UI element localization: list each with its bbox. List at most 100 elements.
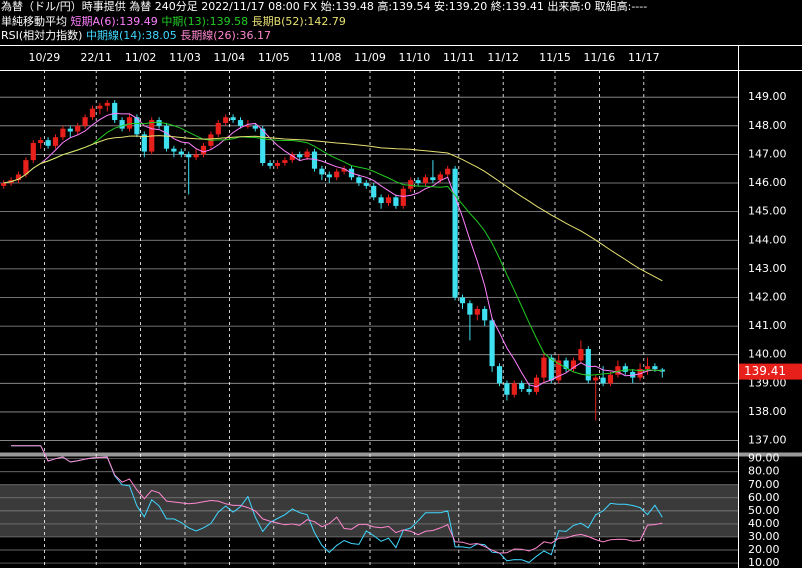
candle-body: [511, 383, 517, 395]
y-tick-label: 147.00: [748, 147, 787, 160]
candle-body: [408, 180, 414, 189]
candle-body: [437, 174, 443, 181]
panel-divider: [0, 452, 802, 457]
candle-body: [548, 357, 554, 381]
x-tick-label: 11/03: [169, 51, 201, 64]
x-tick-label: 11/16: [584, 51, 616, 64]
candle-body: [356, 177, 362, 184]
candle-body: [467, 303, 473, 315]
candle-body: [393, 197, 399, 206]
candle-body: [156, 120, 162, 126]
candle-body: [38, 140, 44, 143]
x-tick-label: 10/29: [29, 51, 61, 64]
candle-body: [134, 117, 140, 135]
y-tick-label: 146.00: [748, 176, 787, 189]
candle-body: [119, 120, 125, 129]
candle-body: [570, 360, 577, 370]
y-tick-label: 141.00: [748, 319, 787, 332]
legend-entry: 長期線(26):36.17: [180, 29, 272, 42]
candle-body: [644, 366, 651, 370]
rsi-line: RSI(相対力指数) 中期線(14):38.05 長期線(26):36.17: [0, 29, 802, 44]
rsi-line: [11, 445, 663, 563]
rsi-title: RSI(相対力指数): [1, 29, 83, 42]
candle-body: [622, 366, 628, 372]
y-tick-label: 10.00: [748, 556, 780, 568]
candle-body: [82, 117, 88, 126]
x-tick-label: 11/12: [487, 51, 519, 64]
candle-body: [112, 102, 118, 121]
quote-line: 為替（ドル/円）時事提供 為替 240分足 2022/11/17 08:00 F…: [1, 0, 648, 13]
candle-body: [237, 120, 244, 126]
legend-entry: 中期線(14):38.05: [85, 29, 177, 42]
x-tick-label: 11/04: [214, 51, 246, 64]
y-tick-label: 30.00: [748, 530, 780, 543]
candle-body: [193, 154, 199, 158]
legend-entry: 長期B(52):142.79: [251, 14, 346, 28]
x-tick-label: 11/11: [443, 51, 475, 64]
candle-body: [489, 320, 495, 367]
candle-body: [89, 108, 96, 118]
x-tick-label: 11/10: [399, 51, 431, 64]
candle-body: [415, 180, 421, 184]
header: 為替（ドル/円）時事提供 為替 240分足 2022/11/17 08:00 F…: [0, 0, 802, 45]
ma-line: [3, 135, 663, 282]
candle-body: [600, 377, 606, 384]
candle-body: [482, 308, 488, 321]
y-tick-label: 60.00: [748, 491, 780, 504]
y-tick-label: 145.00: [748, 205, 787, 218]
candle-body: [267, 162, 273, 166]
candle-body: [52, 137, 59, 146]
candle-body: [245, 125, 251, 127]
candle-body: [556, 360, 562, 381]
ma-line: [3, 121, 663, 376]
candle-body: [319, 168, 325, 175]
y-tick-label: 90.00: [748, 452, 780, 465]
candle-body: [141, 134, 147, 152]
candle-body: [563, 360, 569, 370]
candle-body: [533, 377, 540, 392]
candle-body: [474, 308, 480, 315]
candle-body: [60, 128, 66, 138]
y-tick-label: 144.00: [748, 233, 787, 246]
candle-body: [593, 377, 599, 381]
candle-body: [526, 389, 532, 392]
candle-body: [504, 383, 510, 395]
y-tick-label: 80.00: [748, 465, 780, 478]
candle-body: [371, 185, 377, 198]
y-tick-label: 20.00: [748, 543, 780, 556]
candle-body: [496, 366, 503, 384]
candle-body: [652, 366, 658, 370]
ma-title: 単純移動平均: [1, 14, 67, 28]
candle-body: [326, 174, 332, 178]
candle-body: [304, 151, 310, 158]
candle-body: [171, 148, 177, 152]
candle-body: [252, 125, 258, 129]
candle-body: [30, 142, 36, 161]
y-tick-label: 70.00: [748, 478, 780, 491]
candle-body: [378, 197, 384, 204]
candle-body: [97, 105, 103, 109]
candle-body: [341, 168, 347, 172]
x-tick-label: 11/17: [628, 51, 660, 64]
x-tick-label: 11/02: [125, 51, 157, 64]
last-price-tag: [739, 363, 802, 380]
candle-body: [400, 188, 406, 206]
candle-body: [215, 122, 221, 135]
candle-body: [334, 171, 340, 178]
ma-line: [3, 112, 663, 388]
candle-body: [104, 102, 110, 106]
last-price-label: 139.41: [744, 364, 786, 378]
candle-body: [541, 357, 547, 378]
y-tick-label: 138.00: [748, 405, 787, 418]
candle-body: [385, 197, 392, 204]
candle-body: [163, 125, 170, 149]
candle-body: [186, 154, 192, 158]
candle-body: [607, 374, 614, 384]
x-tick-label: 11/08: [310, 51, 342, 64]
y-tick-label: 50.00: [748, 504, 780, 517]
candle-body: [297, 154, 303, 158]
candle-body: [274, 162, 281, 166]
candle-body: [126, 117, 133, 129]
